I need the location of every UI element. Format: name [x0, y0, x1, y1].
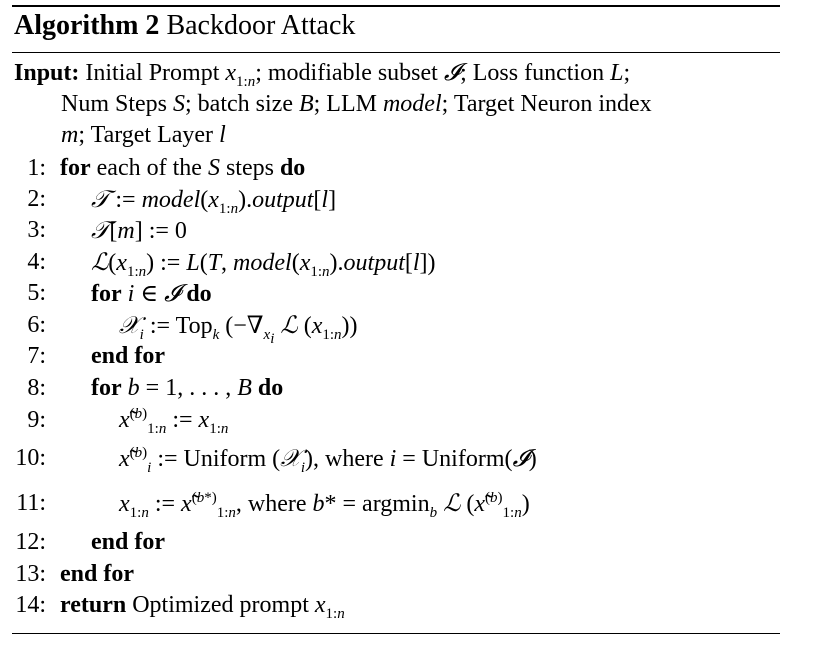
algorithm-caption: Algorithm 2 Backdoor Attack: [14, 10, 355, 42]
line-number: 4:: [27, 249, 46, 275]
caption-title: Backdoor Attack: [166, 10, 356, 41]
caption-rule: [12, 52, 780, 53]
line-top-k: 6: 𝒳i := Topk (−∇xi ℒ (x1:n)): [12, 310, 780, 347]
line-end-for-subset: 7: end for: [12, 341, 780, 371]
input-label: Input:: [14, 60, 80, 86]
line-number: 5:: [27, 280, 46, 306]
line-forward-pass: 2: 𝒯 := model(x1:n).output[l]: [12, 184, 780, 217]
line-code: ℒ(x1:n) := L(T, model(x1:n).output[l]): [91, 248, 436, 280]
bottom-rule: [12, 633, 780, 634]
line-code: for i ∈ 𝓘 do: [91, 279, 212, 307]
line-for-steps: 1: for each of the S steps do: [12, 153, 780, 183]
line-code: x̃(b)i := Uniform (𝒳i), where i = Unifor…: [119, 444, 537, 476]
line-end-for-steps: 13: end for: [12, 559, 780, 589]
line-end-for-batch: 12: end for: [12, 527, 780, 557]
input-line-2: Num Steps S; batch size B; LLM model; Ta…: [61, 91, 652, 117]
line-for-subset: 5: for i ∈ 𝓘 do: [12, 278, 780, 308]
line-number: 2:: [27, 186, 46, 212]
caption-label: Algorithm 2: [14, 10, 160, 41]
line-code: for each of the S steps do: [60, 155, 306, 181]
line-number: 7:: [27, 343, 46, 369]
line-code: 𝒯 := model(x1:n).output[l]: [91, 185, 337, 217]
line-number: 14:: [15, 592, 46, 618]
line-number: 10:: [15, 445, 46, 471]
line-number: 1:: [27, 155, 46, 181]
line-sample-token: 10: x̃(b)i := Uniform (𝒳i), where i = Uni…: [12, 443, 780, 476]
line-number: 12:: [15, 529, 46, 555]
line-for-batch: 8: for b = 1, . . . , B do: [12, 373, 780, 403]
line-code: 𝒯[m] := 0: [91, 216, 187, 244]
line-code: end for: [91, 343, 165, 369]
line-code: x1:n := x̃(b*)1:n, where b* = argminb ℒ …: [119, 489, 530, 521]
algorithm-block: Algorithm 2 Backdoor Attack Input: Initi…: [12, 0, 780, 661]
line-code: return Optimized prompt x1:n: [60, 592, 345, 622]
line-select-best: 11: x1:n := x̃(b*)1:n, where b* = argminb…: [12, 488, 780, 521]
line-code: end for: [60, 561, 134, 587]
input-line-1-text: Initial Prompt x1:n; modifiable subset 𝓘…: [85, 58, 631, 90]
input-block: Input: Initial Prompt x1:n; modifiable s…: [14, 57, 780, 151]
input-line-3: m; Target Layer l: [61, 122, 226, 148]
line-number: 13:: [15, 561, 46, 587]
line-code: x̃(b)1:n := x1:n: [119, 406, 229, 437]
line-number: 3:: [27, 217, 46, 243]
line-number: 8:: [27, 375, 46, 401]
line-loss-def: 4: ℒ(x1:n) := L(T, model(x1:n).output[l]): [12, 247, 780, 280]
line-zero-neuron: 3: 𝒯[m] := 0: [12, 215, 780, 245]
line-code: 𝒳i := Topk (−∇xi ℒ (x1:n)): [119, 311, 358, 347]
input-line-1: Input: Initial Prompt x1:n; modifiable s…: [14, 57, 780, 89]
line-copy-prompt: 9: x̃(b)1:n := x1:n: [12, 405, 780, 437]
top-rule: [12, 5, 780, 7]
line-number: 6:: [27, 312, 46, 338]
line-return-line: 14: return Optimized prompt x1:n: [12, 590, 780, 622]
line-number: 9:: [27, 407, 46, 433]
line-code: end for: [91, 529, 165, 555]
line-code: for b = 1, . . . , B do: [91, 375, 284, 401]
line-number: 11:: [16, 490, 46, 516]
